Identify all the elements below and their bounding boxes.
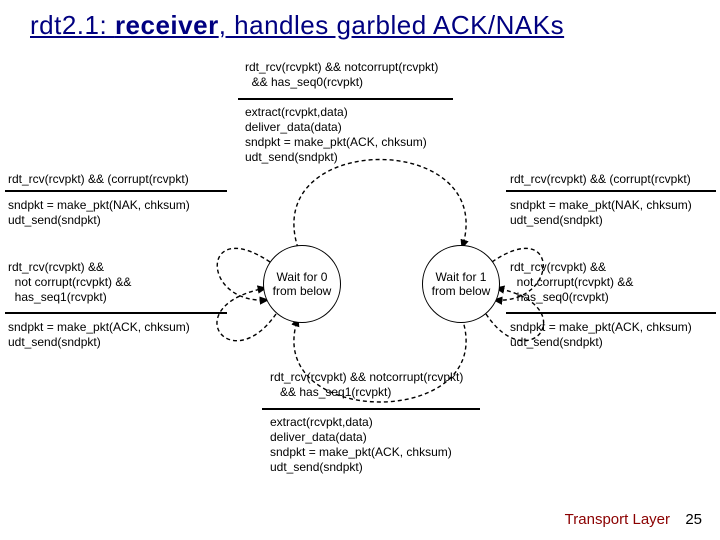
top-rule	[238, 98, 453, 100]
title-part-3: , handles garbled ACK/NAKs	[219, 10, 564, 40]
right-dup-event: rdt_rcv(rcvpkt) && not corrupt(rcvpkt) &…	[510, 260, 633, 305]
state-wait-1: Wait for 1 from below	[422, 245, 500, 323]
top-event: rdt_rcv(rcvpkt) && notcorrupt(rcvpkt) &&…	[245, 60, 438, 90]
state-1-label: Wait for 1 from below	[423, 270, 499, 299]
right-dup-action: sndpkt = make_pkt(ACK, chksum) udt_send(…	[510, 320, 692, 350]
right-corrupt-action: sndpkt = make_pkt(NAK, chksum) udt_send(…	[510, 198, 692, 228]
footer-label: Transport Layer	[565, 511, 670, 528]
left-corrupt-rule	[5, 190, 227, 192]
top-action: extract(rcvpkt,data) deliver_data(data) …	[245, 105, 427, 165]
left-dup-action: sndpkt = make_pkt(ACK, chksum) udt_send(…	[8, 320, 190, 350]
right-dup-rule	[506, 312, 716, 314]
right-corrupt-rule	[506, 190, 716, 192]
left-corrupt-event: rdt_rcv(rcvpkt) && (corrupt(rcvpkt)	[8, 172, 189, 187]
state-0-label: Wait for 0 from below	[264, 270, 340, 299]
footer-page-number: 25	[685, 511, 702, 528]
right-corrupt-event: rdt_rcv(rcvpkt) && (corrupt(rcvpkt)	[510, 172, 691, 187]
left-corrupt-action: sndpkt = make_pkt(NAK, chksum) udt_send(…	[8, 198, 190, 228]
slide-title: rdt2.1: receiver, handles garbled ACK/NA…	[30, 10, 564, 41]
left-dup-event: rdt_rcv(rcvpkt) && not corrupt(rcvpkt) &…	[8, 260, 131, 305]
title-part-2: receiver	[115, 10, 219, 40]
bottom-action: extract(rcvpkt,data) deliver_data(data) …	[270, 415, 452, 475]
bottom-event: rdt_rcv(rcvpkt) && notcorrupt(rcvpkt) &&…	[270, 370, 463, 400]
state-wait-0: Wait for 0 from below	[263, 245, 341, 323]
left-dup-rule	[5, 312, 227, 314]
bottom-rule	[262, 408, 480, 410]
title-part-1: rdt2.1:	[30, 10, 115, 40]
